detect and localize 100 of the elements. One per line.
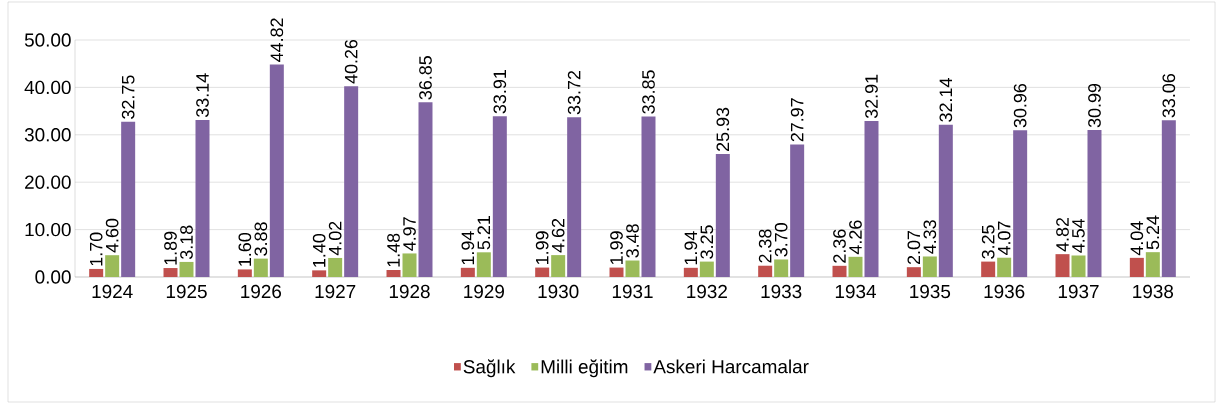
bar — [906, 267, 921, 277]
x-tick-label: 1930 — [538, 284, 579, 299]
bar — [418, 102, 433, 277]
data-label: 1.89 — [164, 231, 177, 265]
x-tick-label: 1938 — [1133, 284, 1174, 299]
bar — [774, 259, 789, 277]
y-tick-label: 40.00 — [24, 80, 71, 95]
bar — [1071, 255, 1086, 277]
x-tick-label: 1925 — [166, 284, 207, 299]
x-tick-label: 1927 — [315, 284, 356, 299]
legend-label: Milli eğitim — [541, 359, 628, 378]
data-label: 4.04 — [1130, 221, 1144, 256]
data-label: 32.91 — [865, 74, 878, 119]
bar — [1145, 252, 1160, 277]
bar — [1161, 120, 1176, 277]
bar — [758, 265, 773, 277]
data-label: 30.99 — [1088, 83, 1101, 128]
data-label: 3.18 — [180, 225, 193, 260]
data-label: 3.88 — [254, 222, 268, 256]
data-label: 2.36 — [833, 229, 846, 263]
bar — [864, 121, 879, 277]
x-tick-label: 1931 — [612, 284, 653, 299]
bar — [535, 267, 550, 277]
x-tick-label: 1935 — [910, 284, 951, 299]
bar — [938, 124, 953, 277]
data-label: 3.25 — [981, 225, 995, 259]
bar — [269, 64, 284, 277]
data-label: 33.85 — [642, 70, 655, 114]
bar — [715, 154, 730, 277]
data-label: 27.97 — [790, 98, 804, 142]
data-label: 33.72 — [567, 70, 581, 115]
bar — [402, 253, 417, 277]
data-label: 36.85 — [419, 56, 432, 100]
data-label: 3.70 — [774, 223, 788, 257]
x-tick-label: 1932 — [687, 284, 727, 299]
data-label: 32.75 — [121, 75, 135, 119]
bar — [922, 256, 937, 277]
x-tick-label: 1936 — [984, 284, 1025, 299]
data-label: 4.97 — [403, 217, 416, 251]
bar — [625, 260, 640, 277]
data-label: 44.82 — [270, 18, 284, 62]
data-label: 4.02 — [328, 221, 342, 256]
x-tick-label: 1928 — [389, 284, 430, 299]
y-tick-label: 20.00 — [25, 175, 71, 189]
data-label: 4.82 — [1056, 217, 1069, 252]
bar — [195, 119, 210, 277]
data-label: 4.54 — [1072, 218, 1085, 253]
data-label: 1.60 — [238, 233, 252, 266]
bar — [312, 270, 327, 277]
x-tick-label: 1929 — [464, 284, 504, 299]
y-tick-label: 30.00 — [24, 128, 71, 142]
bar — [1087, 130, 1102, 277]
x-tick-label: 1934 — [835, 284, 876, 299]
bar — [179, 261, 194, 277]
bar — [981, 261, 996, 277]
data-label: 2.38 — [758, 229, 772, 263]
bar — [551, 255, 566, 277]
data-label: 33.14 — [196, 73, 209, 118]
data-label: 4.60 — [105, 218, 119, 253]
data-label: 1.40 — [312, 233, 326, 267]
bar — [492, 116, 507, 277]
data-label: 4.26 — [849, 220, 862, 255]
data-label: 32.14 — [939, 78, 953, 122]
bar — [699, 261, 714, 277]
bar — [609, 267, 624, 277]
data-label: 1.99 — [535, 231, 549, 265]
bar — [89, 268, 104, 277]
bar — [460, 267, 475, 277]
data-label: 1.48 — [387, 233, 400, 267]
data-label: 5.21 — [477, 216, 491, 250]
bar — [386, 269, 401, 277]
bar — [105, 255, 120, 277]
bar — [832, 265, 847, 277]
bar — [476, 252, 491, 277]
bar — [344, 86, 359, 277]
data-label: 25.93 — [716, 107, 730, 151]
x-tick-label: 1937 — [1058, 284, 1099, 299]
y-tick-label: 50.00 — [24, 33, 71, 47]
x-tick-label: 1924 — [92, 284, 133, 299]
bar — [567, 117, 582, 277]
data-label: 1.99 — [610, 231, 623, 265]
data-label: 5.24 — [1146, 215, 1160, 250]
data-label: 33.06 — [1162, 74, 1176, 118]
data-label: 4.62 — [551, 218, 565, 253]
data-label: 30.96 — [1013, 83, 1027, 128]
data-label: 40.26 — [344, 39, 358, 84]
bar — [683, 267, 698, 277]
x-tick-label: 1926 — [241, 284, 282, 299]
legend-label: Sağlık — [463, 359, 516, 378]
data-label: 2.07 — [907, 230, 921, 265]
bar — [121, 121, 136, 277]
data-label: 3.25 — [700, 225, 714, 259]
bar — [790, 144, 805, 277]
data-label: 1.70 — [89, 232, 103, 266]
bar — [848, 256, 863, 277]
bar — [253, 258, 268, 277]
bar — [237, 269, 252, 277]
data-label: 33.91 — [493, 70, 507, 114]
bar — [641, 116, 656, 277]
bar — [997, 257, 1012, 277]
